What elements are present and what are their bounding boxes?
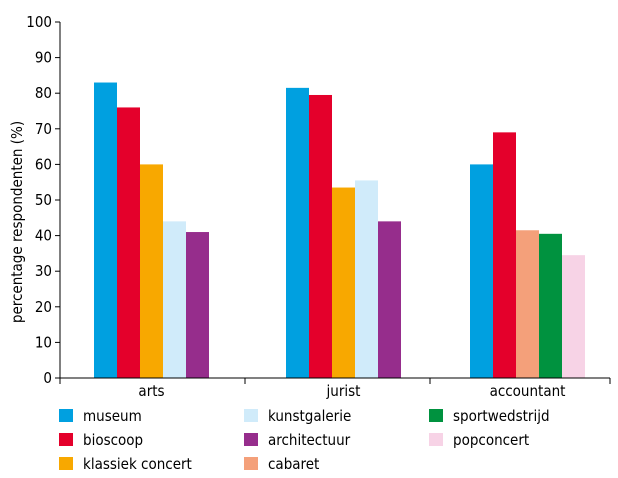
y-tick-label: 0 bbox=[43, 369, 52, 387]
bar bbox=[309, 94, 332, 378]
legend-swatch bbox=[429, 433, 443, 446]
bar bbox=[470, 164, 493, 378]
legend-swatch bbox=[244, 409, 258, 422]
legend: museum bioscoop klassiek concert kunstgaler… bbox=[59, 407, 550, 473]
x-tick-label: jurist bbox=[326, 382, 361, 400]
y-tick-label: 50 bbox=[35, 191, 52, 209]
bar bbox=[378, 221, 401, 378]
y-tick-label: 80 bbox=[35, 84, 52, 102]
y-tick-label: 90 bbox=[35, 49, 52, 67]
legend-swatch bbox=[59, 457, 73, 470]
legend-swatch bbox=[244, 433, 258, 446]
bar bbox=[539, 233, 562, 378]
bar bbox=[163, 221, 186, 378]
x-axis: arts jurist accountant bbox=[59, 377, 611, 400]
y-tick-label: 20 bbox=[35, 298, 52, 316]
legend-label: klassiek concert bbox=[83, 455, 192, 473]
y-axis: 0 10 20 30 40 50 60 70 80 90 100 bbox=[26, 13, 61, 387]
x-tick-label: accountant bbox=[490, 382, 566, 400]
y-tick-label: 100 bbox=[26, 13, 52, 31]
y-tick-label: 70 bbox=[35, 120, 52, 138]
bar bbox=[117, 107, 140, 378]
y-tick-label: 60 bbox=[35, 155, 52, 173]
legend-label: bioscoop bbox=[83, 431, 143, 449]
legend-swatch bbox=[59, 433, 73, 446]
bar bbox=[493, 132, 516, 378]
legend-swatch bbox=[429, 409, 443, 422]
legend-label: museum bbox=[83, 407, 142, 425]
bar bbox=[140, 164, 163, 378]
bar bbox=[332, 187, 355, 378]
legend-label: kunstgalerie bbox=[268, 407, 351, 425]
x-tick-label: arts bbox=[138, 382, 164, 400]
legend-label: cabaret bbox=[268, 455, 319, 473]
legend-swatch bbox=[59, 409, 73, 422]
legend-swatch bbox=[244, 457, 258, 470]
legend-label: popconcert bbox=[453, 431, 529, 449]
y-tick-label: 10 bbox=[35, 333, 52, 351]
y-axis-label: percentage respondenten (%) bbox=[8, 121, 26, 323]
y-tick-label: 40 bbox=[35, 227, 52, 245]
bar bbox=[562, 255, 585, 378]
y-tick-label: 30 bbox=[35, 262, 52, 280]
bar bbox=[516, 230, 539, 378]
bar bbox=[355, 180, 378, 378]
bars bbox=[94, 82, 585, 379]
bar bbox=[286, 87, 309, 379]
legend-label: sportwedstrijd bbox=[453, 407, 550, 425]
legend-label: architectuur bbox=[268, 431, 351, 449]
bar bbox=[186, 232, 209, 378]
bar bbox=[94, 82, 117, 379]
